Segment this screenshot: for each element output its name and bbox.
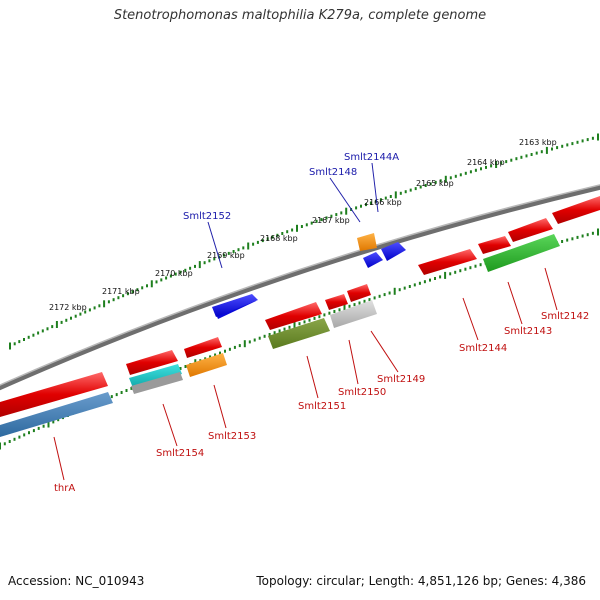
gene-feature[interactable] xyxy=(347,284,371,302)
gene-label[interactable]: Smlt2153 xyxy=(208,431,256,442)
gene-label[interactable]: Smlt2148 xyxy=(309,167,357,178)
scale-label: 2172 kbp xyxy=(49,303,87,312)
gene-label[interactable]: Smlt2154 xyxy=(156,448,204,459)
scale-label: 2164 kbp xyxy=(467,158,505,167)
gene-feature[interactable] xyxy=(265,302,322,330)
gene-label[interactable]: Smlt2144A xyxy=(344,152,399,163)
gene-feature[interactable] xyxy=(0,392,113,437)
genome-backbone-highlight xyxy=(0,184,600,386)
scale-label: 2168 kbp xyxy=(260,234,298,243)
gene-label[interactable]: Smlt2143 xyxy=(504,326,552,337)
gene-feature[interactable] xyxy=(418,249,477,275)
genome-summary-text: Topology: circular; Length: 4,851,126 bp… xyxy=(256,574,586,588)
gene-label[interactable]: Smlt2151 xyxy=(298,401,346,412)
gene-feature[interactable] xyxy=(381,242,406,261)
gene-feature[interactable] xyxy=(212,294,258,319)
gene-feature[interactable] xyxy=(478,236,511,254)
gene-label[interactable]: Smlt2149 xyxy=(377,374,425,385)
scale-label: 2171 kbp xyxy=(102,287,140,296)
gene-label[interactable]: Smlt2142 xyxy=(541,311,589,322)
gene-feature[interactable] xyxy=(184,337,222,358)
scale-label: 2170 kbp xyxy=(155,269,193,278)
gene-label[interactable]: Smlt2150 xyxy=(338,387,386,398)
gene-feature[interactable] xyxy=(330,300,377,328)
scale-label: 2169 kbp xyxy=(207,251,245,260)
scale-label: 2166 kbp xyxy=(364,198,402,207)
map-title: Stenotrophomonas maltophilia K279a, comp… xyxy=(113,8,487,23)
scale-ticks-outer xyxy=(9,133,599,350)
gene-label[interactable]: Smlt2144 xyxy=(459,343,507,354)
reverse-strand-features xyxy=(0,196,600,417)
gene-feature[interactable] xyxy=(129,364,183,394)
reverse-strand-features-lower xyxy=(0,234,560,437)
gene-feature[interactable] xyxy=(186,353,227,377)
scale-label: 2163 kbp xyxy=(519,138,557,147)
gene-feature[interactable] xyxy=(268,318,330,349)
accession-text: Accession: NC_010943 xyxy=(8,574,145,588)
label-leaders xyxy=(53,162,558,481)
forward-strand-features xyxy=(212,233,406,319)
gene-feature[interactable] xyxy=(552,196,600,224)
gene-label[interactable]: thrA xyxy=(54,483,75,494)
gene-label[interactable]: Smlt2152 xyxy=(183,211,231,222)
gene-feature[interactable] xyxy=(325,294,348,310)
gene-labels: Smlt2152 Smlt2148 Smlt2144A thrA Smlt215… xyxy=(54,152,589,494)
scale-label: 2167 kbp xyxy=(312,216,350,225)
gene-feature[interactable] xyxy=(508,218,553,242)
gene-feature[interactable] xyxy=(357,233,377,251)
gene-feature[interactable] xyxy=(483,234,560,272)
genome-backbone xyxy=(0,184,600,391)
scale-labels: 2172 kbp 2171 kbp 2170 kbp 2169 kbp 2168… xyxy=(49,138,557,312)
gene-feature[interactable] xyxy=(0,372,108,417)
gene-feature[interactable] xyxy=(126,350,178,375)
scale-label: 2165 kbp xyxy=(416,179,454,188)
gene-feature[interactable] xyxy=(363,252,383,268)
